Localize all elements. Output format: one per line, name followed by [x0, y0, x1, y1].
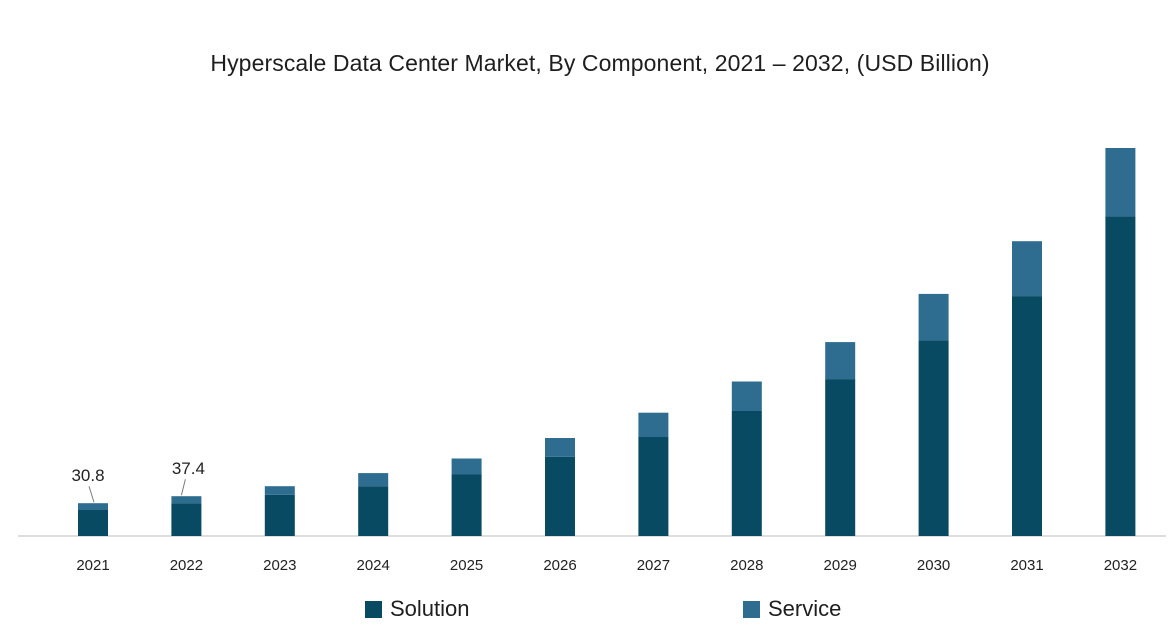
bar-service-2028 [731, 381, 762, 411]
bar-solution-2028 [731, 411, 762, 536]
chart-title: Hyperscale Data Center Market, By Compon… [210, 50, 990, 76]
data-label-2022: 37.4 [172, 459, 205, 478]
data-label-leader-2022 [180, 479, 186, 496]
plot-area: 2021 2022 2023 2024 2025 2026 2027 2028 2029 2030… [18, 148, 1166, 574]
bar-solution-2021 [78, 510, 108, 536]
legend-label-solution: Solution [390, 596, 470, 621]
x-tick-label: 2028 [730, 557, 763, 574]
x-tick-label: 2021 [76, 557, 109, 574]
bar-solution-2026 [545, 456, 575, 536]
x-tick-label: 2024 [357, 557, 390, 574]
bar-service-2032 [1105, 148, 1136, 217]
bar-service-2031 [1012, 241, 1042, 297]
bar-solution-2032 [1105, 216, 1136, 536]
bar-service-2025 [451, 458, 482, 474]
x-tick-label: 2022 [170, 557, 203, 574]
bar-service-2024 [358, 473, 389, 487]
bar-solution-2029 [825, 379, 856, 536]
bar-solution-2022 [171, 503, 202, 536]
bar-service-2023 [264, 486, 295, 495]
bar-service-2027 [638, 412, 669, 437]
bar-solution-2025 [451, 474, 482, 536]
bar-solution-2030 [918, 340, 949, 536]
x-tick-label: 2027 [637, 557, 670, 574]
bar-service-2029 [825, 342, 856, 380]
x-tick-label: 2029 [824, 557, 857, 574]
legend-swatch-solution [365, 600, 382, 618]
bar-solution-2023 [264, 494, 295, 536]
bar-service-2021 [78, 503, 108, 510]
x-tick-label: 2026 [543, 557, 576, 574]
bar-service-2030 [918, 293, 949, 341]
bar-service-2022 [171, 496, 202, 504]
data-label-leader-2021 [88, 486, 95, 503]
x-tick-label: 2023 [263, 557, 296, 574]
bar-solution-2024 [358, 486, 389, 536]
bar-solution-2031 [1012, 296, 1042, 536]
bar-service-2026 [545, 438, 575, 457]
x-tick-label: 2031 [1010, 557, 1043, 574]
legend-swatch-service [743, 600, 760, 618]
legend-item-service: Service [743, 596, 841, 622]
data-label-2021: 30.8 [71, 466, 104, 485]
legend-item-solution: Solution [365, 596, 470, 622]
x-tick-label: 2025 [450, 557, 483, 574]
x-tick-label: 2030 [917, 557, 950, 574]
x-tick-label: 2032 [1104, 557, 1137, 574]
bar-solution-2027 [638, 436, 669, 536]
legend-label-service: Service [768, 596, 842, 621]
